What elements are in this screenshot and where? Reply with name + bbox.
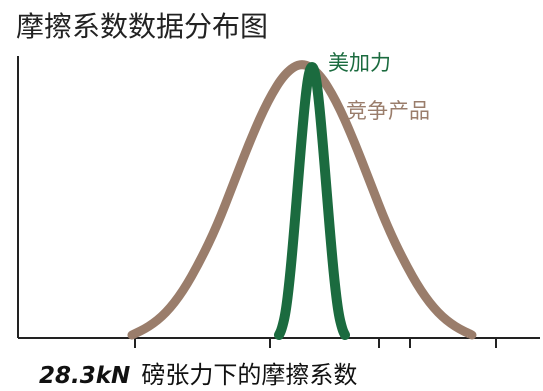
- series-competitor-line: [127, 60, 477, 340]
- series-meijiali-line: [274, 62, 350, 340]
- x-axis-label-text: 磅张力下的摩擦系数: [141, 361, 357, 389]
- chart-title: 摩擦系数数据分布图: [16, 10, 268, 43]
- x-axis-label: 28.3kN 磅张力下的摩擦系数: [39, 361, 357, 389]
- x-axis-label-value: 28.3kN: [39, 363, 130, 389]
- legend-meijiali-label: 美加力: [328, 51, 391, 75]
- legend-competitor-label: 竞争产品: [346, 99, 430, 123]
